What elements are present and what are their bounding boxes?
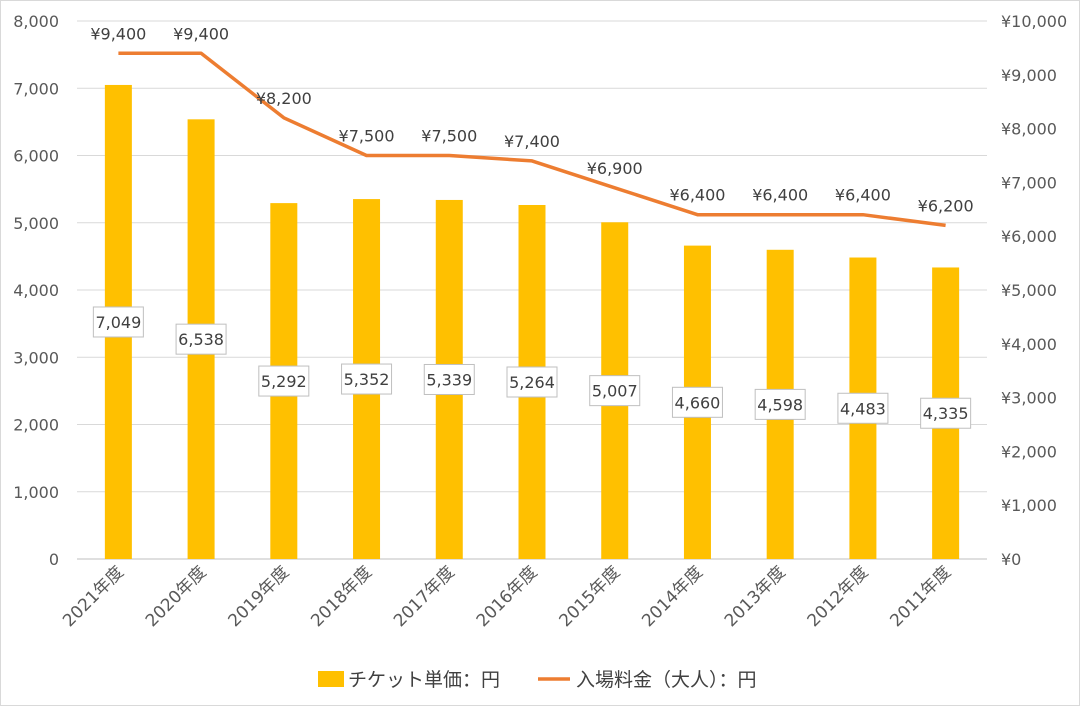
- bar-data-label-box: [92, 306, 144, 338]
- left-axis-tick-label: 3,000: [13, 348, 59, 367]
- line-series: [118, 51, 946, 228]
- left-axis-tick-label: 8,000: [13, 12, 59, 31]
- bar-data-label: 5,007: [592, 382, 638, 401]
- right-axis-tick-label: ¥6,000: [1001, 227, 1057, 246]
- right-y-axis: ¥0 ¥1,000 ¥2,000 ¥3,000 ¥4,000 ¥5,000 ¥6,000 ¥7…: [1001, 12, 1067, 569]
- bar-data-label: 6,538: [178, 330, 224, 349]
- bar-data-label-box: [920, 397, 972, 429]
- right-axis-tick-label: ¥2,000: [1001, 442, 1057, 461]
- bar-data-label-box: [589, 375, 641, 407]
- line-data-label: ¥9,400: [90, 24, 146, 43]
- line-data-label: ¥7,500: [421, 127, 477, 146]
- right-axis-tick-label: ¥7,000: [1001, 173, 1057, 192]
- left-axis-tick-label: 5,000: [13, 214, 59, 233]
- left-axis-tick-label: 2,000: [13, 416, 59, 435]
- line-data-label: ¥9,400: [173, 24, 229, 43]
- legend-bar-label: チケット単価：円: [348, 669, 500, 691]
- line-data-label: ¥6,400: [752, 186, 808, 205]
- bar-data-label-box: [258, 365, 310, 397]
- bar-data-label: 4,483: [840, 399, 886, 418]
- line-data-label: ¥6,900: [587, 159, 643, 178]
- right-axis-tick-label: ¥9,000: [1001, 66, 1057, 85]
- right-axis-tick-label: ¥3,000: [1001, 389, 1057, 408]
- line-path: [118, 51, 946, 228]
- bar-data-label: 4,335: [923, 404, 969, 423]
- right-axis-tick-label: ¥5,000: [1001, 281, 1057, 300]
- line-data-label: ¥7,400: [504, 132, 560, 151]
- right-axis-tick-label: ¥8,000: [1001, 120, 1057, 139]
- bar-data-label-box: [341, 363, 393, 395]
- right-axis-tick-label: ¥10,000: [1001, 12, 1067, 31]
- bar-data-label: 4,660: [675, 393, 721, 412]
- left-axis-tick-label: 7,000: [13, 79, 59, 98]
- bar-data-label-box: [175, 323, 227, 355]
- right-axis-tick-label: ¥4,000: [1001, 335, 1057, 354]
- legend-bar-swatch: [318, 671, 344, 687]
- bar-data-label-box: [754, 388, 806, 420]
- bar-data-label-box: [506, 366, 558, 398]
- bar-data-label-box: [423, 363, 475, 395]
- bar-data-labels: 7,049 6,538 5,292 5,352 5,339 5,264 5,007 4,660…: [92, 306, 972, 429]
- line-data-label: ¥6,400: [835, 186, 891, 205]
- line-data-label: ¥6,400: [669, 186, 725, 205]
- bar-data-label: 7,049: [95, 313, 141, 332]
- line-data-label: ¥7,500: [339, 127, 395, 146]
- bar-data-label: 5,352: [344, 370, 390, 389]
- right-axis-tick-label: ¥1,000: [1001, 496, 1057, 515]
- legend-line-label: 入場料金（大人）：円: [576, 669, 757, 691]
- line-data-labels: ¥9,400 ¥9,400 ¥8,200 ¥7,500 ¥7,500 ¥7,400 ¥6,9…: [90, 24, 973, 215]
- bar-data-label: 5,264: [509, 373, 555, 392]
- line-data-label: ¥6,200: [918, 196, 974, 215]
- bar-data-label: 4,598: [757, 395, 803, 414]
- bar-data-label-box: [671, 386, 723, 418]
- left-axis-tick-label: 1,000: [13, 483, 59, 502]
- left-axis-tick-label: 6,000: [13, 147, 59, 166]
- bar-data-label: 5,292: [261, 372, 307, 391]
- left-y-axis: 0 1,000 2,000 3,000 4,000 5,000 6,000 7,000 8,00…: [13, 12, 59, 569]
- line-data-label: ¥8,200: [256, 89, 312, 108]
- right-axis-tick-label: ¥0: [1001, 550, 1021, 569]
- bar-data-label-box: [837, 392, 889, 424]
- left-axis-tick-label: 4,000: [13, 281, 59, 300]
- legend: チケット単価：円 入場料金（大人）：円: [318, 669, 757, 691]
- left-axis-tick-label: 0: [49, 550, 59, 569]
- bar-data-label: 5,339: [426, 370, 472, 389]
